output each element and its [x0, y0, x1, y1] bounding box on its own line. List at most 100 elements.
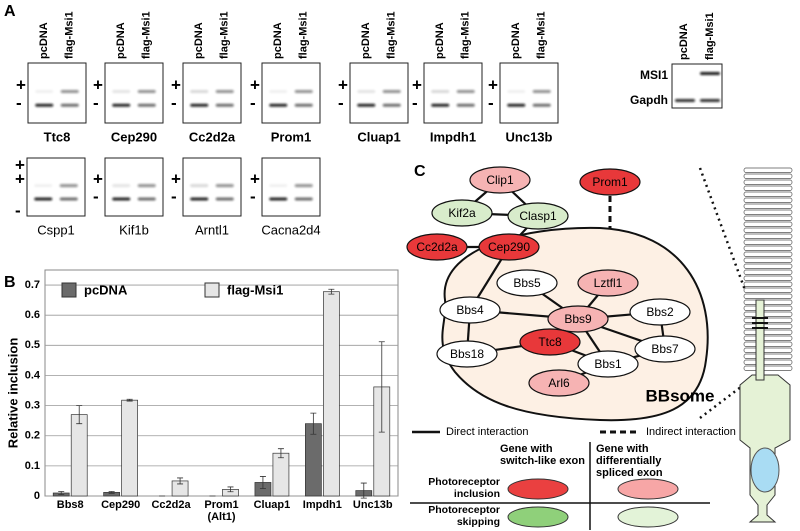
- gel-band: [294, 184, 313, 188]
- gel-band: [294, 90, 313, 93]
- error-bar: [259, 476, 266, 489]
- band-marker: +: [412, 75, 422, 94]
- y-tick-label: 0.6: [25, 309, 40, 321]
- column-header: Gene with switch-like exon: [500, 443, 585, 467]
- protein-node: [577, 269, 639, 297]
- gel-band: [215, 103, 234, 107]
- disc: [743, 311, 793, 317]
- y-tick-label: 0: [34, 490, 40, 502]
- disc: [743, 215, 793, 221]
- band-marker: +: [15, 170, 25, 189]
- bar: [323, 291, 340, 497]
- protein-label: Prom1: [592, 175, 628, 189]
- gel-image: [349, 62, 409, 124]
- gel-image: [27, 62, 87, 124]
- gel-band: [215, 197, 234, 201]
- gel-band: [456, 90, 475, 93]
- gene-label: Cacna2d4: [261, 222, 320, 237]
- protein-node: [634, 335, 696, 363]
- disc: [743, 239, 793, 245]
- column-header-box: Gene with switch-like exon: [500, 443, 585, 467]
- protein-node: [547, 305, 609, 333]
- protein-node: [478, 233, 540, 261]
- x-tick-label-box: Cep290: [101, 499, 140, 511]
- protein-label: Bbs9: [564, 312, 592, 326]
- disc: [743, 365, 793, 371]
- y-tick-label: 0.4: [25, 369, 41, 381]
- protein-node: [579, 168, 641, 196]
- disc: [743, 305, 793, 311]
- disc: [743, 329, 793, 335]
- gel-band: [456, 103, 475, 107]
- band-marker: +: [250, 170, 260, 189]
- protein-label: Bbs4: [456, 303, 484, 317]
- band-marker: +: [338, 75, 348, 94]
- bar: [121, 399, 138, 497]
- gel-band: [137, 103, 156, 107]
- protein-label: Bbs2: [646, 305, 674, 319]
- gel-band: [507, 90, 526, 93]
- gel-band: [700, 99, 720, 102]
- band-marker: -: [171, 187, 177, 206]
- disc: [743, 353, 793, 359]
- disc: [743, 167, 793, 173]
- x-tick-label-box: Impdh1: [302, 499, 342, 511]
- x-tick-label: Cluap1: [253, 499, 291, 511]
- band-marker: +: [93, 170, 103, 189]
- disc: [743, 203, 793, 209]
- disc: [743, 335, 793, 341]
- lane-label: pcDNA: [434, 22, 446, 59]
- nucleus: [750, 447, 780, 493]
- gene-label: Cspp1: [37, 222, 75, 237]
- y-tick-label: 0.3: [25, 400, 40, 412]
- disc: [743, 257, 793, 263]
- disc: [743, 185, 793, 191]
- gel-band: [112, 103, 131, 107]
- protein-label: Bbs7: [651, 342, 679, 356]
- cilium: [755, 299, 765, 381]
- x-tick-label: Impdh1: [302, 499, 342, 511]
- gel-band: [532, 90, 551, 93]
- gel-band: [357, 103, 376, 107]
- x-tick-label-box: Prom1 (Alt1): [204, 499, 238, 523]
- lane-label: flag-Msi1: [298, 11, 310, 59]
- plot-area: [44, 269, 399, 497]
- band-marker: -: [250, 187, 256, 206]
- color-key: [617, 478, 679, 500]
- band-marker: -: [171, 93, 177, 112]
- protein-label: Bbs18: [450, 347, 484, 361]
- band-marker: +: [171, 170, 181, 189]
- band-marker: +: [171, 75, 181, 94]
- error-bar: [310, 412, 317, 435]
- disc: [743, 179, 793, 185]
- band-marker: -: [412, 93, 418, 112]
- zoom-line: [699, 379, 751, 419]
- protein-node: [528, 369, 590, 397]
- legend-label: flag-Msi1: [227, 282, 283, 297]
- legend-label: pcDNA: [84, 282, 128, 297]
- gel-band: [190, 184, 209, 188]
- blot-row-label: MSI1: [640, 68, 668, 82]
- column-header: Gene with differentially spliced exon: [596, 443, 663, 479]
- band-marker: -: [93, 187, 99, 206]
- disc: [743, 227, 793, 233]
- gel-band: [112, 90, 131, 93]
- error-bar: [360, 482, 367, 499]
- protein-node: [496, 269, 558, 297]
- band-marker: -: [250, 93, 256, 112]
- color-key: [507, 478, 569, 500]
- protein-label: Clip1: [486, 173, 514, 187]
- gel-image: [499, 62, 559, 124]
- color-key: [507, 506, 569, 528]
- gel-band: [137, 197, 156, 201]
- disc: [743, 299, 793, 305]
- protein-label: Kif2a: [448, 206, 476, 220]
- disc: [743, 209, 793, 215]
- lane-label: flag-Msi1: [386, 11, 398, 59]
- gel-band: [269, 90, 288, 93]
- disc: [743, 269, 793, 275]
- lane-label: flag-Msi1: [64, 11, 76, 59]
- lane-label: pcDNA: [115, 22, 127, 59]
- protein-node: [439, 296, 501, 324]
- band-marker: +: [16, 75, 26, 94]
